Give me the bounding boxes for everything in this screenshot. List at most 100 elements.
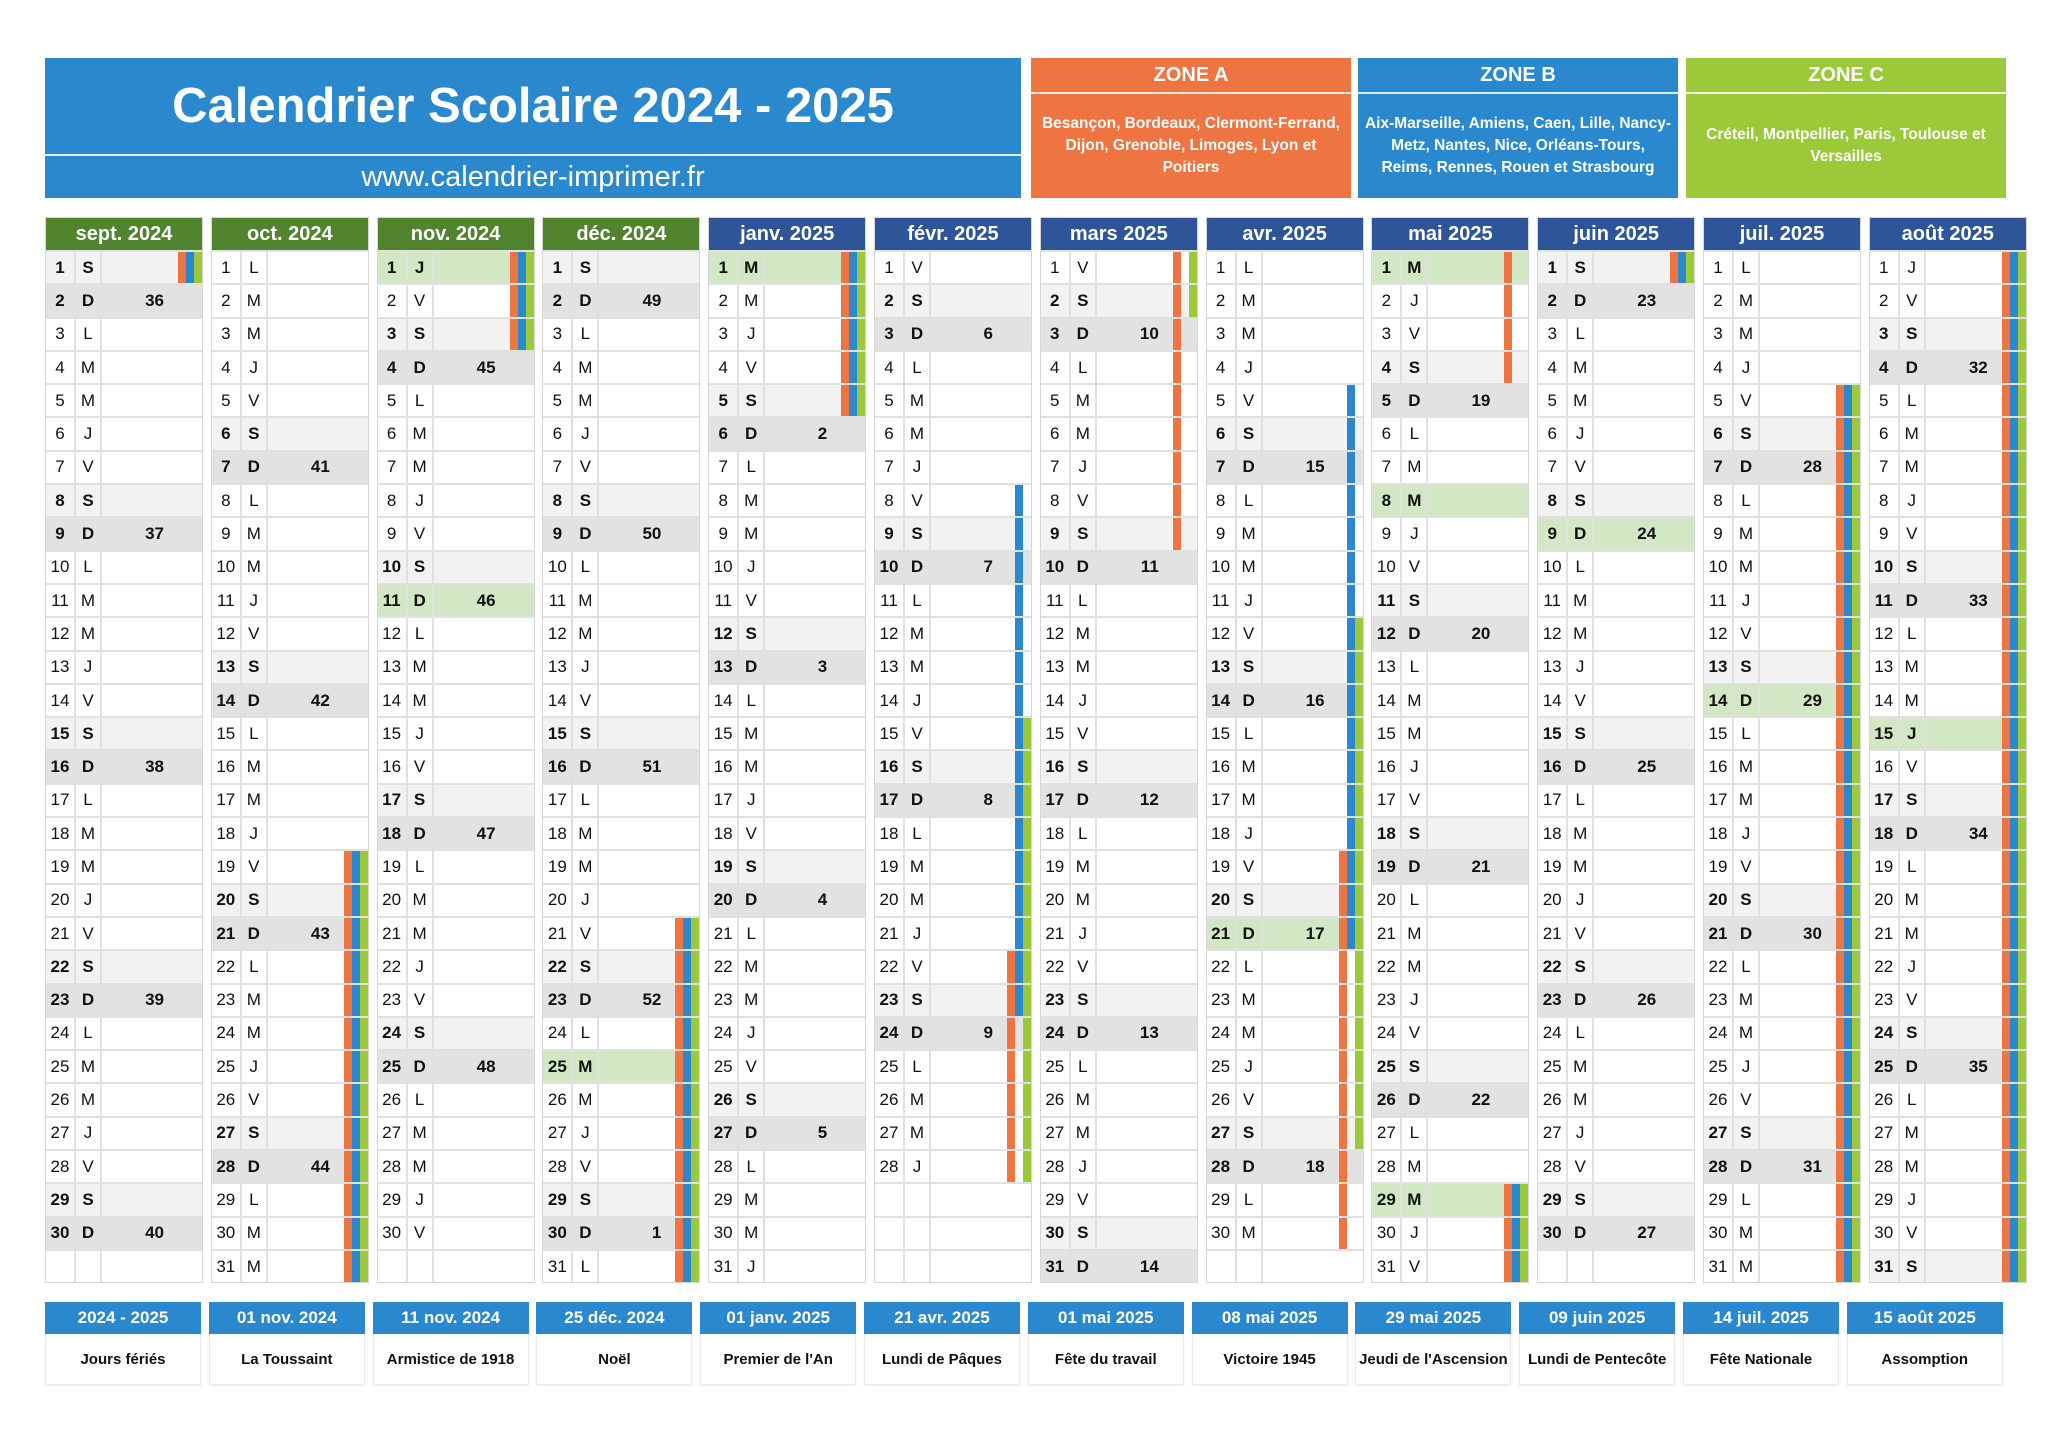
day-number: 27 <box>212 1117 242 1150</box>
zone-a-vacation-bar <box>2001 485 2010 517</box>
weekday-letter: L <box>1734 951 1760 983</box>
day-row: 10 S <box>1869 549 2026 583</box>
day-number: 3 <box>378 318 408 350</box>
zone-c-vacation-bar <box>1022 951 1031 983</box>
weekday-letter: D <box>573 1217 600 1249</box>
day-row: 20 S <box>1206 882 1363 916</box>
week-number <box>102 418 202 449</box>
zone-c-vacation-bar <box>2017 351 2026 384</box>
week-number: 46 <box>476 590 496 610</box>
zone-b-vacation-bar <box>351 1017 360 1050</box>
day-row: 19 M <box>543 849 700 883</box>
day-row: 16 J <box>1372 749 1529 783</box>
day-number: 12 <box>1372 618 1403 650</box>
day-row: 14 M <box>1372 682 1529 717</box>
week-number <box>765 1084 865 1115</box>
week-number <box>102 618 202 649</box>
weekday-letter: D <box>905 1017 931 1050</box>
week-number <box>102 885 202 916</box>
vacation-bars <box>1835 451 1860 484</box>
vacation-bars <box>1835 551 1860 583</box>
day-row: 18 L <box>874 816 1031 850</box>
weekday-letter: M <box>76 618 102 650</box>
zone-b-vacation-bar <box>1181 418 1189 449</box>
week-number: 48 <box>476 1056 496 1076</box>
vacation-bars <box>1835 1084 1860 1116</box>
weekday-letter: D <box>1237 684 1263 717</box>
weekday-letter: V <box>408 518 434 550</box>
zone-c-vacation-bar <box>2017 1051 2026 1083</box>
week-number <box>102 1018 202 1049</box>
weekday-letter: S <box>242 651 268 683</box>
day-number: 9 <box>378 518 408 550</box>
zone-b-vacation-bar <box>351 984 360 1016</box>
day-number: 21 <box>1538 917 1569 950</box>
week-number: 18 <box>1305 1156 1325 1176</box>
day-row: 17 J <box>709 782 866 817</box>
day-row: 22 J <box>377 949 534 983</box>
day-number: 14 <box>46 684 76 717</box>
zone-a-vacation-bar <box>1835 418 1844 450</box>
zone-c-vacation-bar <box>1022 818 1031 850</box>
vacation-bars <box>2001 451 2026 484</box>
day-number: 17 <box>1704 784 1734 817</box>
week-number <box>765 552 865 583</box>
day-number: 16 <box>1041 751 1071 783</box>
weekday-letter: L <box>573 1017 600 1050</box>
day-row: 26 S <box>709 1082 866 1116</box>
weekday-letter: L <box>573 784 600 817</box>
zone-b-vacation-bar <box>1014 818 1023 850</box>
weekday-letter: M <box>76 851 102 883</box>
weekday-letter: D <box>76 285 102 317</box>
weekday-letter: M <box>1734 551 1760 583</box>
weekday-letter: V <box>1568 684 1595 717</box>
day-row: 15 V <box>874 716 1031 750</box>
day-row: 24 J <box>709 1015 866 1050</box>
weekday-letter: L <box>408 1084 434 1116</box>
zone-a-vacation-bar <box>1172 418 1181 450</box>
zone-a-vacation-bar <box>1835 618 1844 650</box>
zone-c-vacation-bar <box>1354 651 1363 683</box>
day-row: 16 V <box>1869 749 2026 783</box>
weekday-letter: D <box>1402 851 1429 883</box>
zone-c-vacation-bar <box>194 252 202 284</box>
day-number: 17 <box>1870 784 1900 817</box>
day-row: 13 J <box>1538 649 1695 683</box>
vacation-bars <box>343 851 368 883</box>
weekday-letter: S <box>76 718 102 750</box>
day-row: 23 M <box>709 982 866 1016</box>
week-number <box>765 718 865 749</box>
vacation-bars <box>675 951 700 983</box>
day-row: 20 D 4 <box>709 882 866 916</box>
vacation-bars <box>1835 1217 1860 1249</box>
day-number: 24 <box>1704 1017 1734 1050</box>
day-row: 31 D 14 <box>1040 1248 1197 1283</box>
day-row: 22 J <box>1869 949 2026 983</box>
zone-a-vacation-bar <box>509 252 518 284</box>
weekday-letter: J <box>905 451 931 484</box>
vacation-bars <box>2001 651 2026 683</box>
vacation-bars <box>1338 884 1363 916</box>
day-number: 22 <box>875 951 905 983</box>
weekday-letter: J <box>242 1051 268 1083</box>
day-number: 26 <box>46 1084 76 1116</box>
day-number: 8 <box>1704 485 1734 517</box>
vacation-bars <box>675 1250 700 1283</box>
zone-a-vacation-bar <box>1338 1151 1347 1183</box>
weekday-letter: J <box>1402 285 1429 317</box>
weekday-letter: M <box>1568 351 1595 384</box>
weekday-letter: M <box>76 1084 102 1116</box>
day-row: 26 M <box>1040 1082 1197 1116</box>
week-number <box>931 285 1031 316</box>
week-number <box>1594 485 1694 516</box>
zone-c-vacation-bar <box>1355 518 1363 549</box>
day-row: 30 D 40 <box>46 1215 202 1249</box>
weekday-letter: M <box>573 851 600 883</box>
day-number: 17 <box>543 784 574 817</box>
weekday-letter: S <box>905 285 931 317</box>
